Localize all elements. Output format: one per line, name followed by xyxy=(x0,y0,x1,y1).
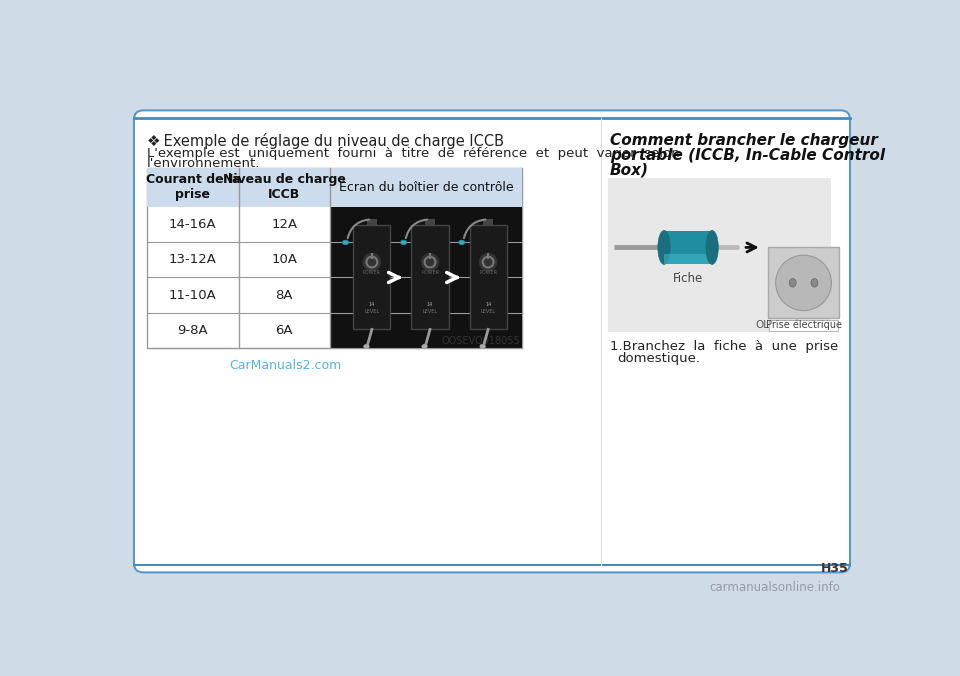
Ellipse shape xyxy=(480,344,486,349)
Text: 14: 14 xyxy=(485,301,492,306)
Text: Écran du boîtier de contrôle: Écran du boîtier de contrôle xyxy=(339,181,514,194)
Bar xyxy=(147,168,522,348)
Bar xyxy=(147,168,522,207)
Bar xyxy=(353,226,391,329)
Text: OLFP0Q5020K: OLFP0Q5020K xyxy=(756,320,829,330)
Text: portable (ICCB, In-Cable Control: portable (ICCB, In-Cable Control xyxy=(610,148,885,163)
Bar xyxy=(484,219,492,226)
Text: 6A: 6A xyxy=(276,324,293,337)
Ellipse shape xyxy=(789,279,796,287)
Ellipse shape xyxy=(706,231,718,264)
Bar xyxy=(425,219,435,226)
Text: LEVEL: LEVEL xyxy=(422,309,438,314)
Ellipse shape xyxy=(400,240,407,245)
Text: Niveau de charge
ICCB: Niveau de charge ICCB xyxy=(223,173,346,201)
Text: LEVEL: LEVEL xyxy=(481,309,495,314)
Bar xyxy=(609,178,831,332)
Text: 11-10A: 11-10A xyxy=(169,289,217,301)
Bar xyxy=(412,226,448,329)
Text: l'environnement.: l'environnement. xyxy=(147,158,260,170)
Circle shape xyxy=(363,254,380,270)
Bar xyxy=(330,207,522,348)
Circle shape xyxy=(480,254,496,270)
Bar xyxy=(770,320,838,331)
Text: carmanualsonline.info: carmanualsonline.info xyxy=(709,581,841,594)
Text: 10A: 10A xyxy=(272,254,298,266)
Bar xyxy=(664,231,712,264)
Text: 1.Branchez  la  fiche  à  une  prise: 1.Branchez la fiche à une prise xyxy=(610,340,838,353)
Bar xyxy=(368,219,376,226)
Text: 8A: 8A xyxy=(276,289,293,301)
Text: Box): Box) xyxy=(610,163,649,178)
Text: Comment brancher le chargeur: Comment brancher le chargeur xyxy=(610,133,877,149)
Text: domestique.: domestique. xyxy=(617,352,701,365)
Ellipse shape xyxy=(658,231,670,264)
Bar xyxy=(664,254,712,264)
Text: L'exemple est  uniquement  fourni  à  titre  de  référence  et  peut  varier  se: L'exemple est uniquement fourni à titre … xyxy=(147,147,680,160)
Text: 14: 14 xyxy=(369,301,375,306)
Ellipse shape xyxy=(459,240,465,245)
Text: CarManuals2.com: CarManuals2.com xyxy=(228,359,341,372)
Text: Prise électrique: Prise électrique xyxy=(765,320,842,331)
Text: 13-12A: 13-12A xyxy=(169,254,217,266)
Ellipse shape xyxy=(776,255,831,310)
Text: Fiche: Fiche xyxy=(673,272,703,285)
Text: POWER: POWER xyxy=(421,270,439,274)
Text: 9-8A: 9-8A xyxy=(178,324,208,337)
Bar xyxy=(768,247,839,318)
Text: 14-16A: 14-16A xyxy=(169,218,217,231)
Text: 14: 14 xyxy=(427,301,433,306)
Text: LEVEL: LEVEL xyxy=(364,309,379,314)
Ellipse shape xyxy=(811,279,818,287)
Ellipse shape xyxy=(421,344,427,349)
Text: H35: H35 xyxy=(821,562,849,575)
FancyBboxPatch shape xyxy=(134,110,850,573)
Text: POWER: POWER xyxy=(479,270,497,274)
Text: POWER: POWER xyxy=(363,270,381,274)
Text: Exemple de réglage du niveau de charge ICCB: Exemple de réglage du niveau de charge I… xyxy=(158,133,504,149)
Ellipse shape xyxy=(343,240,348,245)
Text: 12A: 12A xyxy=(272,218,298,231)
Text: OOSEVQ018055: OOSEVQ018055 xyxy=(442,336,520,346)
Text: ❖: ❖ xyxy=(147,133,160,149)
Circle shape xyxy=(421,254,439,270)
Ellipse shape xyxy=(363,344,370,349)
Bar xyxy=(469,226,507,329)
Text: Courant de la
prise: Courant de la prise xyxy=(146,173,240,201)
